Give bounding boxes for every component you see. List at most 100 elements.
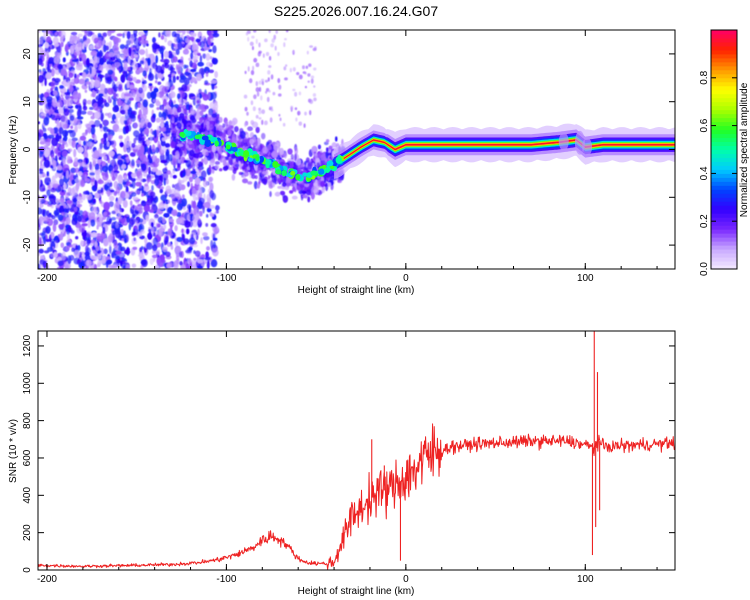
spectrogram-ytick-label: 10 bbox=[22, 96, 33, 108]
spectrogram-speckle bbox=[262, 170, 268, 175]
spectrogram-ridge-blob bbox=[238, 149, 245, 156]
spectrogram-speckle bbox=[106, 215, 112, 224]
colorbar-cell bbox=[711, 109, 737, 115]
spectrogram-speckle bbox=[193, 257, 197, 262]
spectrogram-speckle bbox=[172, 75, 176, 84]
spectrogram-speckle bbox=[103, 155, 107, 161]
spectrogram-speckle bbox=[70, 31, 78, 36]
spectrogram-speckle bbox=[170, 244, 174, 250]
spectrogram-speckle bbox=[141, 200, 146, 204]
spectrogram-speckle bbox=[192, 244, 198, 248]
spectrogram-speckle bbox=[190, 170, 197, 175]
spectrogram-speckle bbox=[99, 199, 103, 204]
spectrogram-speckle bbox=[45, 72, 52, 80]
spectrogram-speckle bbox=[133, 237, 136, 242]
spectrogram-speckle bbox=[131, 89, 135, 94]
snr-ytick-label: 600 bbox=[22, 449, 33, 466]
spectrogram-speckle bbox=[161, 85, 168, 95]
spectrogram-speckle bbox=[158, 186, 164, 190]
spectrogram-speckle bbox=[147, 73, 154, 81]
spectrogram-speckle bbox=[193, 49, 199, 56]
spectrogram-ridge-blob bbox=[258, 155, 265, 163]
spectrogram-speckle bbox=[99, 142, 103, 150]
spectrogram-speckle bbox=[186, 126, 191, 131]
snr-xtick-label: 100 bbox=[577, 574, 594, 585]
spectrogram-speckle bbox=[158, 111, 162, 118]
spectrogram-speckle bbox=[310, 191, 315, 200]
spectrogram-speckle bbox=[85, 58, 90, 66]
spectrogram-speckle bbox=[313, 85, 316, 88]
spectrogram-speckle bbox=[264, 79, 269, 83]
spectrogram-speckle bbox=[188, 36, 195, 41]
spectrogram-speckle bbox=[129, 183, 134, 188]
colorbar-cell bbox=[711, 133, 737, 139]
colorbar-cell bbox=[711, 205, 737, 210]
spectrogram-speckle bbox=[185, 37, 189, 44]
spectrogram-speckle bbox=[47, 134, 55, 139]
colorbar-cell bbox=[711, 209, 737, 214]
spectrogram-speckle bbox=[202, 179, 208, 188]
spectrogram-speckle bbox=[242, 178, 249, 184]
spectrogram-speckle bbox=[97, 253, 102, 260]
spectrogram-speckle bbox=[104, 73, 110, 81]
spectrogram-speckle bbox=[268, 56, 272, 61]
spectrogram-speckle bbox=[128, 217, 136, 225]
spectrogram-speckle bbox=[166, 263, 172, 269]
spectrogram-speckle bbox=[255, 126, 260, 134]
spectrogram-speckle bbox=[103, 139, 107, 146]
spectrogram-speckle bbox=[40, 199, 46, 204]
spectrogram-speckle bbox=[284, 77, 288, 81]
spectrogram-speckle bbox=[47, 60, 53, 65]
spectrogram-speckle bbox=[261, 132, 266, 140]
spectrogram-speckle bbox=[78, 261, 86, 269]
spectrogram-speckle bbox=[192, 55, 197, 62]
spectrogram-speckle bbox=[243, 94, 248, 99]
spectrogram-ridge-blob bbox=[310, 170, 318, 176]
spectrogram-speckle bbox=[196, 108, 200, 116]
colorbar-cell bbox=[711, 197, 737, 202]
spectrogram-speckle bbox=[183, 108, 188, 115]
spectrogram-speckle bbox=[53, 251, 58, 258]
spectrogram-speckle bbox=[98, 63, 104, 72]
spectrogram-speckle bbox=[292, 186, 296, 192]
spectrogram-speckle bbox=[123, 175, 128, 182]
spectrogram-speckle bbox=[224, 156, 229, 161]
spectrogram-speckle bbox=[62, 123, 70, 130]
spectrogram-speckle bbox=[84, 251, 91, 256]
spectrogram-speckle bbox=[77, 122, 82, 130]
spectrogram-ridge-blob bbox=[324, 167, 331, 173]
spectrogram-speckle bbox=[159, 122, 165, 128]
spectrogram-speckle bbox=[111, 159, 115, 166]
colorbar-cell bbox=[711, 125, 737, 131]
spectrogram-speckle bbox=[115, 112, 122, 119]
spectrogram-speckle bbox=[250, 119, 255, 125]
spectrogram-speckle bbox=[176, 237, 183, 243]
spectrogram-speckle bbox=[273, 34, 277, 40]
spectrogram-speckle bbox=[78, 171, 83, 177]
spectrogram-speckle bbox=[131, 159, 135, 167]
spectrogram-speckle bbox=[45, 225, 51, 234]
spectrogram-speckle bbox=[38, 202, 44, 208]
spectrogram-speckle bbox=[184, 168, 191, 177]
spectrogram-speckle bbox=[113, 191, 117, 197]
spectrogram-speckle bbox=[90, 115, 95, 120]
spectrogram-speckle bbox=[191, 127, 198, 132]
spectrogram-speckle bbox=[205, 71, 209, 78]
spectrogram-speckle bbox=[231, 173, 236, 181]
spectrogram-speckle bbox=[186, 213, 191, 222]
spectrogram-speckle bbox=[45, 112, 50, 121]
spectrogram-speckle bbox=[42, 127, 47, 133]
spectrogram-speckle bbox=[126, 30, 131, 40]
spectrogram-ytick-label: -10 bbox=[22, 190, 33, 205]
spectrogram-speckle bbox=[273, 144, 280, 151]
spectrogram-speckle bbox=[290, 153, 294, 160]
spectrogram-speckle bbox=[172, 123, 176, 129]
spectrogram-speckle bbox=[45, 138, 51, 147]
snr-ytick-label: 400 bbox=[22, 487, 33, 504]
spectrogram-speckle bbox=[96, 235, 104, 243]
spectrogram-speckle bbox=[111, 210, 116, 215]
spectrogram-speckle bbox=[260, 95, 263, 101]
spectrogram-speckle bbox=[192, 200, 197, 210]
spectrogram-speckle bbox=[210, 79, 218, 84]
spectrogram-speckle bbox=[92, 64, 98, 68]
